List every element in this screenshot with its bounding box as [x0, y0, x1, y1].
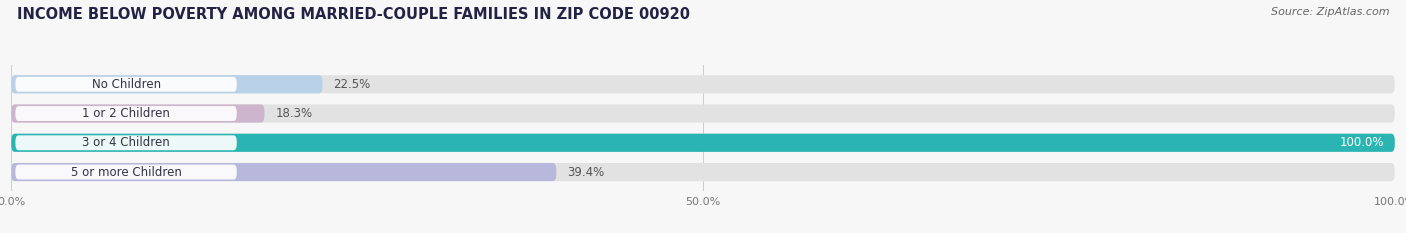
FancyBboxPatch shape	[11, 134, 1395, 152]
Text: Source: ZipAtlas.com: Source: ZipAtlas.com	[1271, 7, 1389, 17]
FancyBboxPatch shape	[11, 134, 1395, 152]
FancyBboxPatch shape	[15, 106, 236, 121]
Text: No Children: No Children	[91, 78, 160, 91]
FancyBboxPatch shape	[11, 75, 322, 93]
Text: 1 or 2 Children: 1 or 2 Children	[82, 107, 170, 120]
FancyBboxPatch shape	[15, 77, 236, 92]
FancyBboxPatch shape	[11, 163, 557, 181]
Text: 22.5%: 22.5%	[333, 78, 371, 91]
FancyBboxPatch shape	[15, 135, 236, 150]
FancyBboxPatch shape	[11, 104, 264, 123]
Text: INCOME BELOW POVERTY AMONG MARRIED-COUPLE FAMILIES IN ZIP CODE 00920: INCOME BELOW POVERTY AMONG MARRIED-COUPL…	[17, 7, 690, 22]
FancyBboxPatch shape	[11, 75, 1395, 93]
Text: 39.4%: 39.4%	[568, 165, 605, 178]
FancyBboxPatch shape	[15, 164, 236, 179]
Text: 3 or 4 Children: 3 or 4 Children	[82, 136, 170, 149]
Text: 5 or more Children: 5 or more Children	[70, 165, 181, 178]
FancyBboxPatch shape	[11, 163, 1395, 181]
Text: 18.3%: 18.3%	[276, 107, 312, 120]
FancyBboxPatch shape	[11, 104, 1395, 123]
Text: 100.0%: 100.0%	[1339, 136, 1384, 149]
